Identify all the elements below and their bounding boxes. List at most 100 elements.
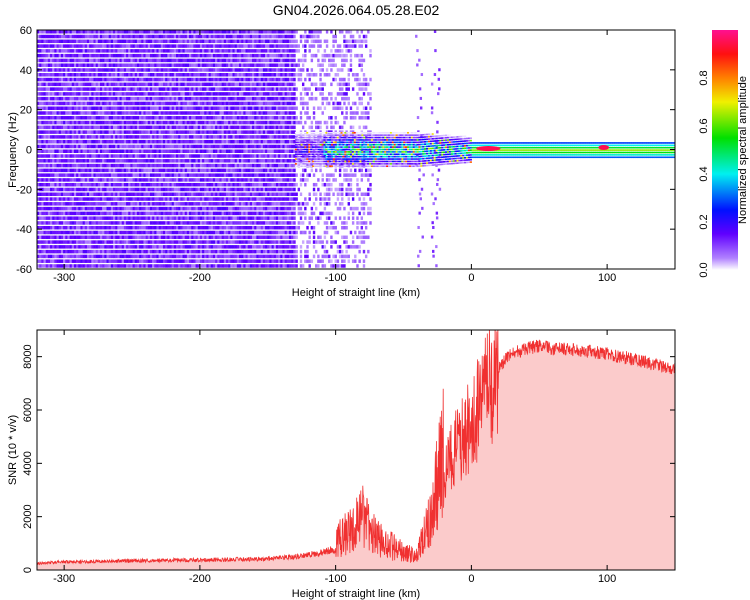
heat-cell (126, 173, 129, 177)
heat-cell (169, 101, 172, 106)
heat-cell (141, 154, 144, 158)
heat-cell (208, 44, 211, 48)
heat-cell (186, 182, 190, 187)
heat-cell (56, 154, 59, 158)
heat-cell (176, 187, 179, 192)
heat-cell (230, 53, 233, 58)
heat-cell (236, 96, 240, 101)
heat-cell (204, 49, 207, 53)
heat-cell (149, 259, 153, 263)
heat-cell (128, 106, 131, 110)
heat-cell (141, 44, 144, 48)
heat-cell (212, 58, 216, 63)
heat-cell (156, 144, 159, 149)
heat-cell (176, 73, 179, 77)
heat-cell (86, 206, 90, 211)
heat-cell (147, 159, 151, 163)
heat-cell (95, 245, 99, 249)
heat-cell (230, 221, 233, 225)
heat-cell (228, 254, 231, 259)
heat-cell (104, 101, 107, 106)
heat-cell (117, 254, 120, 259)
heat-cell (89, 44, 92, 48)
heat-cell (84, 73, 88, 77)
heat-cell (230, 202, 233, 206)
heat-cell (171, 178, 175, 182)
heat-cell (50, 264, 53, 268)
heat-cell (204, 135, 207, 139)
heat-cell (143, 202, 146, 206)
heat-cell (158, 216, 162, 220)
heat-cell (152, 221, 155, 225)
heat-cell (178, 230, 181, 235)
heat-cell (108, 68, 112, 72)
heat-cell (63, 168, 66, 173)
heat-cell (165, 58, 168, 63)
heat-cell (154, 173, 157, 177)
heat-cell (67, 25, 69, 29)
heat-cell (69, 197, 72, 201)
heat-cell (225, 58, 229, 63)
heat-cell (173, 39, 177, 44)
heat-cell (208, 178, 211, 182)
heat-cell (156, 254, 159, 259)
heat-cell (245, 187, 248, 192)
heat-cell (143, 168, 146, 173)
heat-cell (245, 240, 248, 244)
heat-cell (219, 230, 222, 235)
heat-cell (54, 53, 57, 58)
heat-cell (245, 125, 248, 130)
heat-cell (173, 82, 177, 87)
heat-cell (99, 101, 103, 106)
heat-cell (54, 197, 57, 201)
heat-cell (110, 259, 114, 263)
heat-cell (45, 211, 49, 216)
heat-cell (154, 120, 157, 125)
heat-cell (167, 178, 170, 182)
heat-cell (156, 139, 159, 144)
heat-cell (189, 139, 192, 144)
heat-cell (186, 173, 190, 177)
heat-cell (221, 197, 225, 201)
heat-cell (50, 249, 53, 254)
heat-cell (176, 192, 179, 197)
heat-cell (202, 101, 205, 106)
heat-cell (78, 206, 81, 211)
heat-cell (154, 144, 157, 149)
heat-cell (50, 187, 53, 192)
heat-cell (37, 182, 40, 187)
heat-cell (39, 245, 42, 249)
heat-cell (58, 264, 62, 268)
heat-cell (71, 53, 75, 58)
heat-cell (182, 216, 185, 220)
heat-cell (67, 87, 70, 91)
heat-cell (197, 116, 201, 120)
heat-cell (50, 216, 53, 220)
heat-cell (195, 221, 198, 225)
heat-cell (37, 144, 40, 149)
heat-cell (223, 63, 227, 67)
heat-cell (56, 120, 59, 125)
heat-cell (41, 216, 44, 220)
heat-cell (180, 240, 183, 244)
heat-cell (143, 206, 146, 211)
heat-cell (136, 225, 140, 230)
heat-cell (176, 34, 179, 39)
heat-cell (52, 30, 55, 34)
heat-cell (221, 77, 225, 82)
heat-cell (136, 259, 140, 263)
heat-cell (180, 225, 183, 230)
heat-cell (50, 197, 53, 201)
heat-cell (154, 30, 157, 34)
heat-cell (102, 206, 105, 211)
heat-cell (134, 173, 138, 177)
heat-cell (165, 96, 168, 101)
heat-cell (147, 77, 151, 82)
heat-cell (236, 159, 240, 163)
heat-cell (117, 39, 120, 44)
heat-cell (56, 39, 59, 44)
heat-cell (143, 163, 146, 168)
heat-cell (60, 163, 64, 168)
heat-cell (65, 116, 68, 120)
heat-cell (145, 259, 148, 263)
